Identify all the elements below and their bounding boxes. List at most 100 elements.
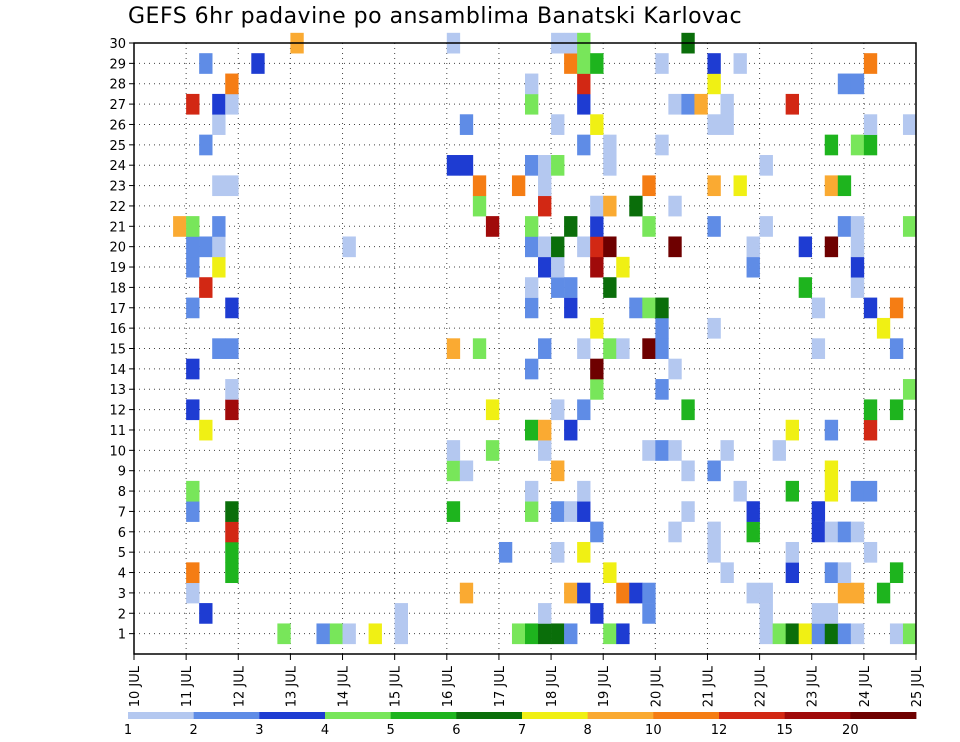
precip-cell [225, 541, 239, 563]
precip-cell [707, 460, 721, 482]
precip-cell [446, 338, 461, 359]
precip-cell [212, 216, 226, 237]
precip-cell [186, 236, 200, 258]
precip-cell [551, 277, 565, 298]
precip-cell [446, 501, 461, 522]
precip-cell [603, 623, 617, 645]
precip-cell [629, 195, 643, 217]
precip-cell [525, 277, 539, 298]
precip-cell [186, 216, 200, 237]
precip-cell [577, 53, 591, 74]
precip-cell [902, 114, 917, 135]
precip-cell [850, 134, 865, 156]
precip-cell [577, 480, 591, 502]
precip-cell [824, 134, 839, 156]
precip-cell [668, 195, 682, 217]
precip-cell [212, 114, 226, 135]
colorbar-swatch [719, 712, 786, 719]
precip-cell [824, 236, 839, 258]
x-tick-label: 10 JUL [128, 665, 143, 707]
precip-cell [186, 480, 200, 502]
precip-cell [707, 175, 721, 197]
precip-cell [525, 155, 539, 176]
precip-cell [186, 562, 200, 584]
x-tick-label: 15 JUL [389, 665, 404, 707]
precip-cell [759, 155, 773, 176]
precip-cell [186, 297, 200, 319]
precip-cell [225, 521, 239, 543]
precip-cell [368, 623, 382, 645]
precip-cell [538, 175, 552, 197]
precip-cell [668, 440, 682, 461]
precip-cell [811, 501, 826, 522]
x-tick-label: 13 JUL [284, 665, 299, 707]
precip-cell [603, 338, 617, 359]
precip-cell [590, 114, 604, 135]
colorbar-swatch [193, 712, 260, 719]
precip-cell [551, 623, 565, 645]
precip-cell [733, 480, 747, 502]
y-tick-label: 29 [109, 57, 126, 72]
precip-cell [772, 440, 786, 461]
precip-cell [811, 623, 826, 645]
precip-cell [629, 582, 643, 604]
precip-cell [733, 53, 747, 74]
x-tick-label: 23 JUL [806, 665, 821, 707]
precip-cell [668, 93, 682, 115]
y-tick-label: 26 [109, 118, 126, 133]
precip-cell [472, 175, 487, 197]
precip-cell [720, 562, 734, 584]
precip-cell [824, 480, 839, 502]
precip-cell [472, 338, 487, 359]
precip-cell [798, 277, 813, 298]
precip-cell [199, 603, 213, 624]
precip-cell [720, 114, 734, 135]
precip-cell [173, 216, 187, 237]
precip-cell [616, 338, 630, 359]
y-tick-label: 23 [109, 180, 126, 195]
colorbar-swatch [587, 712, 654, 719]
precip-cell [850, 623, 865, 645]
precip-cell [603, 195, 617, 217]
x-tick-label: 12 JUL [232, 665, 247, 707]
precip-cell [707, 216, 721, 237]
y-tick-label: 5 [118, 546, 126, 561]
precip-cell [785, 93, 799, 115]
precip-cell [199, 236, 213, 258]
precip-cell [655, 297, 669, 319]
precip-cell [212, 338, 226, 359]
precip-cell [590, 358, 604, 380]
colorbar-label: 8 [584, 723, 592, 738]
precip-cell [746, 582, 760, 604]
y-tick-label: 25 [109, 139, 126, 154]
y-tick-label: 4 [118, 567, 126, 582]
colorbar-label: 6 [452, 723, 460, 738]
precip-cell [603, 562, 617, 584]
precip-cell [459, 582, 474, 604]
precip-cell [212, 236, 226, 258]
precip-cell [863, 541, 878, 563]
precip-cell [746, 501, 760, 522]
precip-cell [798, 236, 813, 258]
y-tick-label: 8 [118, 485, 126, 500]
precip-cell [551, 155, 565, 176]
precip-cell [199, 134, 213, 156]
colorbar-swatch [390, 712, 457, 719]
colorbar-swatch [850, 712, 917, 719]
precip-cell [225, 297, 239, 319]
precip-cell [577, 338, 591, 359]
y-tick-label: 21 [109, 220, 126, 235]
precip-cell [746, 256, 760, 278]
y-tick-label: 13 [109, 383, 126, 398]
precip-cell [837, 562, 852, 584]
precip-cell [772, 623, 786, 645]
precip-cell [199, 277, 213, 298]
precip-cell [798, 623, 813, 645]
precip-cell [863, 399, 878, 421]
precip-cell [707, 114, 721, 135]
precip-cell [342, 623, 356, 645]
chart-title: GEFS 6hr padavine po ansamblima Banatski… [128, 4, 743, 29]
precip-cell [511, 623, 526, 645]
precip-cell [577, 399, 591, 421]
precip-cell [681, 460, 695, 482]
